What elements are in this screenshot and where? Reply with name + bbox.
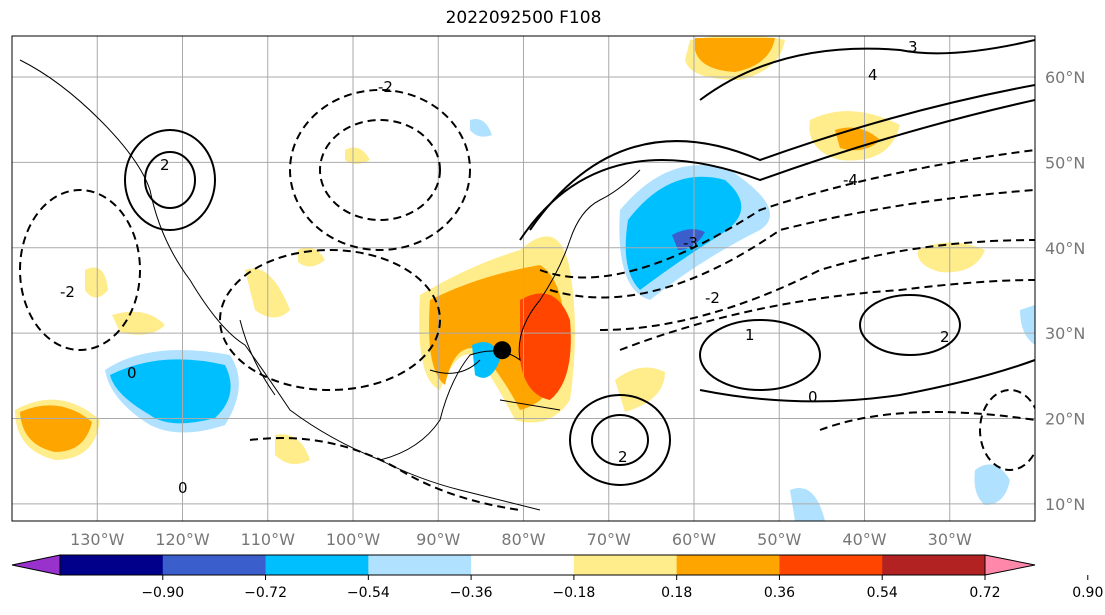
colorbar: −0.90 −0.72 −0.54 −0.36 −0.18 0.18 0.36 0.54 0.7… <box>11 554 1103 601</box>
colorbar-tick-label: 0.18 <box>661 585 692 601</box>
colorbar-swatch <box>471 555 575 575</box>
contour-label: 3 <box>908 38 918 56</box>
colorbar-extend-min <box>11 554 61 576</box>
shade-positive <box>275 434 310 464</box>
contour-label: -2 <box>378 78 393 96</box>
lat-tick-label: 10°N <box>1045 495 1085 514</box>
location-marker <box>493 341 512 360</box>
shade-positive <box>695 38 775 72</box>
lon-tick-label: 110°W <box>241 530 296 549</box>
shade-positive <box>85 267 108 298</box>
colorbar-swatch <box>60 555 164 575</box>
lon-tick-label: 50°W <box>757 530 801 549</box>
contour-label: -4 <box>843 171 858 189</box>
shade-positive <box>20 405 92 452</box>
graticule <box>12 36 1035 521</box>
axis-ticks: 130°W 120°W 110°W 100°W 90°W 80°W 70°W 60°W 50°W… <box>70 68 1085 549</box>
shade-positive <box>520 293 571 400</box>
contour-label: -2 <box>60 283 75 301</box>
colorbar-swatch <box>265 555 369 575</box>
contour-label: 0 <box>127 364 137 382</box>
lon-tick-label: 120°W <box>155 530 210 549</box>
lat-tick-label: 40°N <box>1045 239 1085 258</box>
lon-tick-label: 60°W <box>672 530 716 549</box>
contour-label: -3 <box>683 234 698 252</box>
contour-label: 2 <box>618 448 628 466</box>
map-title: 2022092500 F108 <box>445 8 602 28</box>
shade-positive <box>345 147 370 164</box>
colorbar-tick-label: −0.36 <box>450 585 493 601</box>
lon-tick-label: 130°W <box>70 530 125 549</box>
shade-positive <box>112 311 165 335</box>
contour-label: 0 <box>178 479 188 497</box>
shade-positive <box>917 242 985 273</box>
lat-tick-label: 60°N <box>1045 68 1085 87</box>
shade-negative <box>790 488 825 521</box>
colorbar-extend-max <box>984 554 1036 576</box>
colorbar-tick-label: 0.36 <box>764 585 795 601</box>
shade-negative <box>1020 305 1035 345</box>
lat-tick-label: 50°N <box>1045 153 1085 172</box>
contour-label: 2 <box>160 156 170 174</box>
contours <box>19 39 1035 511</box>
contour-labels: 3 4 2 1 0 -2 -2 -2 -3 -4 2 0 0 2 <box>60 38 950 497</box>
colorbar-swatch <box>368 555 472 575</box>
colorbar-tick-label: −0.72 <box>244 585 287 601</box>
colorbar-swatch <box>779 555 883 575</box>
shade-negative <box>110 359 231 424</box>
lon-tick-label: 100°W <box>326 530 381 549</box>
shade-positive <box>615 367 665 412</box>
contour-label: 4 <box>868 66 878 84</box>
lon-tick-label: 80°W <box>501 530 545 549</box>
colorbar-tick-label: −0.90 <box>141 585 184 601</box>
colorbar-tick-label: −0.18 <box>552 585 595 601</box>
colorbar-tick-label: 0.54 <box>867 585 898 601</box>
colorbar-swatch <box>573 555 678 575</box>
lat-tick-label: 20°N <box>1045 410 1085 429</box>
contour-label: -2 <box>705 289 720 307</box>
lon-tick-label: 40°W <box>842 530 886 549</box>
lon-tick-label: 70°W <box>587 530 631 549</box>
lat-tick-label: 30°N <box>1045 324 1085 343</box>
contour-label: 1 <box>745 326 755 344</box>
colorbar-swatch <box>882 555 986 575</box>
shaded-anomalies <box>15 36 1035 521</box>
shade-negative <box>672 229 705 250</box>
colorbar-swatch <box>162 555 267 575</box>
colorbar-tick-label: 0.72 <box>969 585 1000 601</box>
shade-negative <box>470 119 492 137</box>
lon-tick-label: 90°W <box>416 530 460 549</box>
lon-tick-label: 30°W <box>928 530 972 549</box>
contour-label: 0 <box>808 388 818 406</box>
contour-label: 2 <box>940 328 950 346</box>
shade-negative <box>974 464 1010 505</box>
colorbar-swatch <box>676 555 780 575</box>
colorbar-tick-label: −0.54 <box>347 585 390 601</box>
map-frame <box>11 35 1036 522</box>
colorbar-tick-label: 0.90 <box>1072 585 1103 601</box>
